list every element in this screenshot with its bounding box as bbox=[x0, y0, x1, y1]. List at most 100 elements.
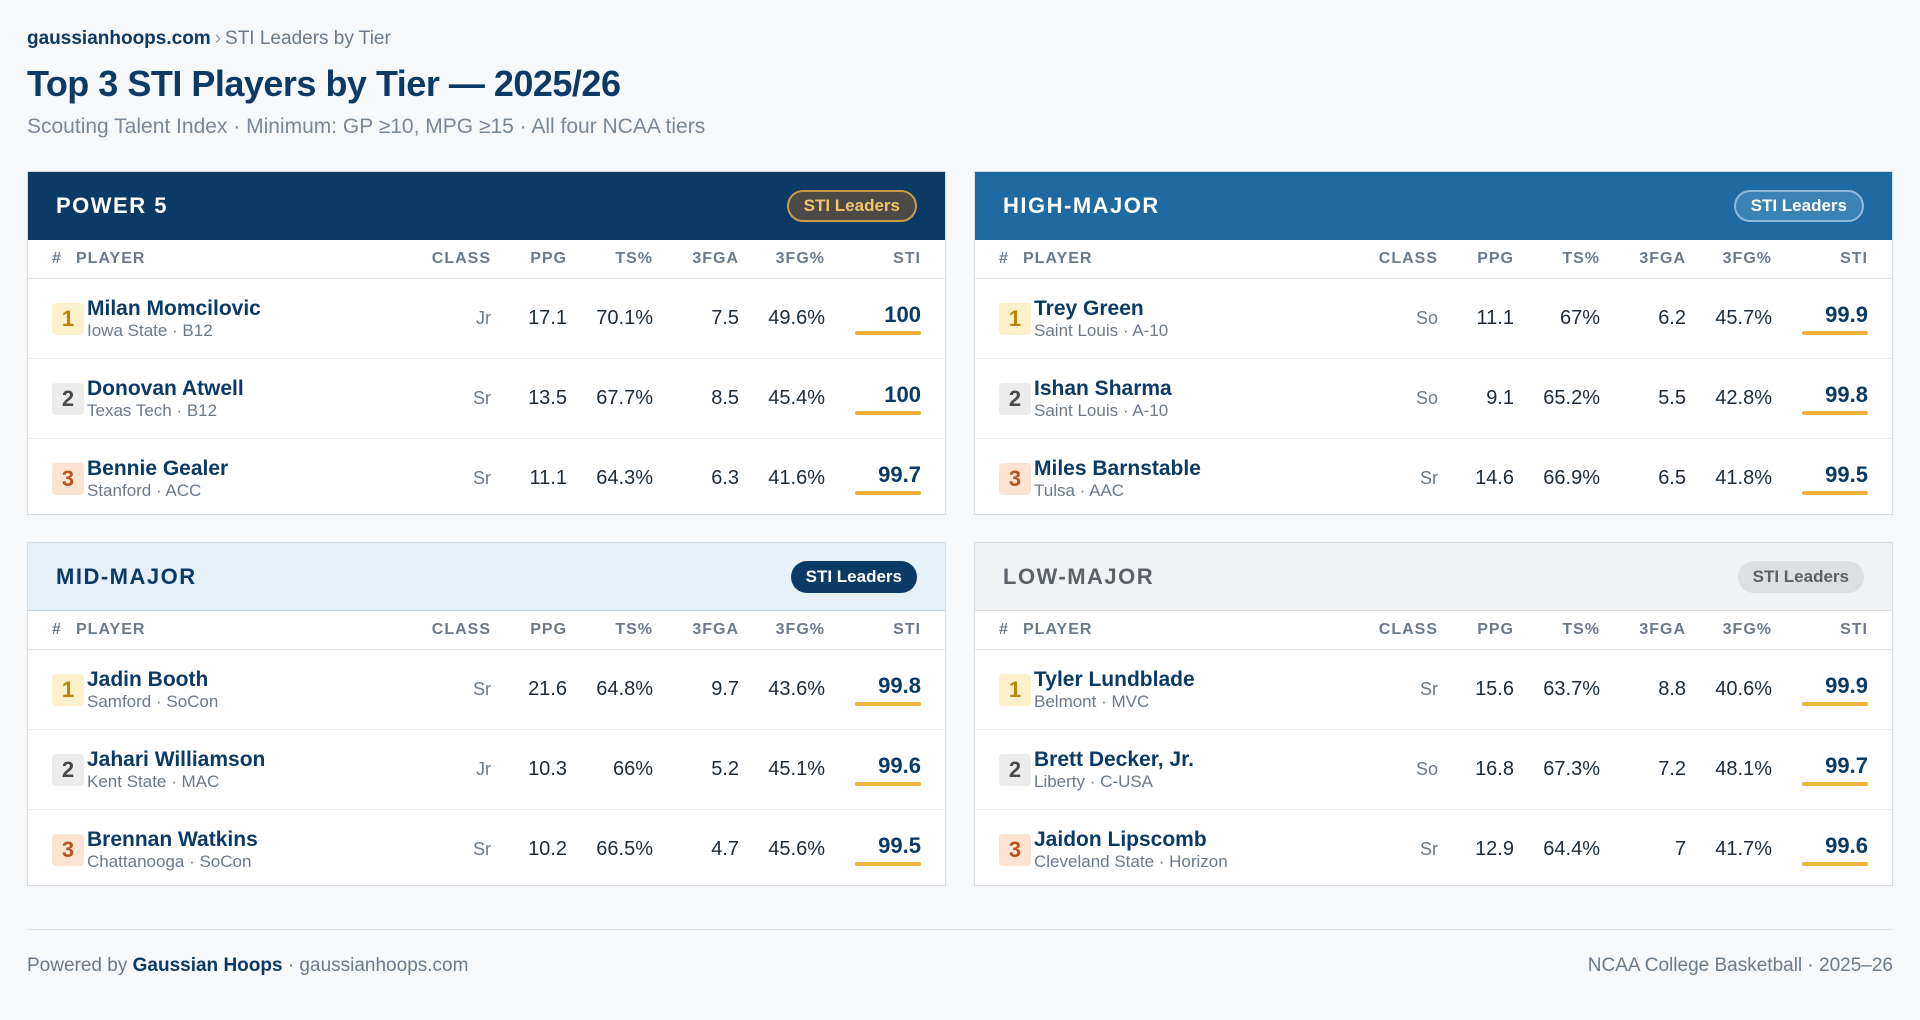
table-row[interactable]: 3 Brennan Watkins Chattanooga · SoCon Sr… bbox=[28, 810, 945, 889]
player-ppg: 11.1 bbox=[529, 467, 567, 489]
col-sti: STI bbox=[1840, 621, 1868, 638]
player-3fga: 5.2 bbox=[711, 758, 739, 780]
table-row[interactable]: 3 Jaidon Lipscomb Cleveland State · Hori… bbox=[975, 810, 1892, 889]
player-name-link[interactable]: Tyler Lundblade bbox=[1034, 667, 1195, 691]
footer-brand-link[interactable]: Gaussian Hoops bbox=[132, 955, 283, 976]
footer-site: · gaussianhoops.com bbox=[287, 955, 469, 976]
player-sti: 99.5 bbox=[1772, 461, 1868, 495]
sti-value: 99.5 bbox=[1825, 461, 1868, 487]
col-3fga: 3FGA bbox=[692, 250, 739, 267]
footer-powered-by: Powered by bbox=[27, 955, 128, 976]
table-row[interactable]: 1 Tyler Lundblade Belmont · MVC Sr 15.6 … bbox=[975, 650, 1892, 730]
sti-bar bbox=[855, 781, 921, 786]
player-sti: 99.8 bbox=[825, 672, 921, 706]
col-ts: TS% bbox=[615, 621, 653, 638]
player-cell: Jaidon Lipscomb Cleveland State · Horizo… bbox=[1023, 828, 1366, 872]
player-class: Sr bbox=[473, 468, 491, 488]
player-team: Samford · SoCon bbox=[87, 691, 219, 711]
col-ppg: PPG bbox=[530, 250, 567, 267]
player-class: So bbox=[1415, 308, 1438, 328]
player-ts: 66.9% bbox=[1543, 467, 1600, 489]
table-row[interactable]: 3 Bennie Gealer Stanford · ACC Sr 11.1 6… bbox=[28, 439, 945, 518]
sti-value: 99.8 bbox=[878, 672, 921, 698]
table-row[interactable]: 2 Ishan Sharma Saint Louis · A-10 So 9.1… bbox=[975, 359, 1892, 439]
sti-bar bbox=[1802, 330, 1868, 335]
player-name-link[interactable]: Brett Decker, Jr. bbox=[1034, 747, 1194, 771]
table-row[interactable]: 1 Milan Momcilovic Iowa State · B12 Jr 1… bbox=[28, 279, 945, 359]
player-name-link[interactable]: Jahari Williamson bbox=[87, 747, 266, 771]
player-name-link[interactable]: Bennie Gealer bbox=[87, 456, 229, 480]
sti-leaders-badge: STI Leaders bbox=[790, 560, 917, 593]
player-name-link[interactable]: Donovan Atwell bbox=[87, 376, 244, 400]
player-class: Sr bbox=[1420, 679, 1438, 699]
rank-badge: 3 bbox=[52, 462, 84, 495]
tier-grid: POWER 5 STI Leaders # PLAYER CLASS PPG T… bbox=[27, 171, 1893, 886]
sti-bar bbox=[1802, 410, 1868, 415]
player-team: Texas Tech · B12 bbox=[87, 400, 218, 420]
col-ts: TS% bbox=[1562, 621, 1600, 638]
footer-left: Powered by Gaussian Hoops · gaussianhoop… bbox=[27, 953, 468, 979]
player-name-link[interactable]: Brennan Watkins bbox=[87, 827, 258, 851]
col-3fga: 3FGA bbox=[1639, 621, 1686, 638]
player-class: Sr bbox=[1420, 468, 1438, 488]
col-rank: # bbox=[52, 621, 62, 638]
table-row[interactable]: 2 Brett Decker, Jr. Liberty · C-USA So 1… bbox=[975, 730, 1892, 810]
player-sti: 99.8 bbox=[1772, 382, 1868, 415]
player-ppg: 11.1 bbox=[1476, 307, 1514, 329]
player-name-link[interactable]: Milan Momcilovic bbox=[87, 296, 261, 320]
sti-value: 99.7 bbox=[1825, 752, 1868, 778]
table-row[interactable]: 2 Jahari Williamson Kent State · MAC Jr … bbox=[28, 730, 945, 810]
rank-badge: 1 bbox=[999, 673, 1031, 706]
player-3fga: 6.3 bbox=[711, 467, 739, 489]
table-header: # PLAYER CLASS PPG TS% 3FGA 3FG% STI bbox=[28, 240, 945, 279]
col-sti: STI bbox=[893, 250, 921, 267]
player-ts: 67.3% bbox=[1543, 758, 1600, 780]
player-ts: 65.2% bbox=[1543, 387, 1600, 409]
sti-bar bbox=[855, 861, 921, 866]
player-ppg: 16.8 bbox=[1475, 758, 1514, 780]
player-team: Saint Louis · A-10 bbox=[1034, 400, 1169, 420]
player-3fga: 7.2 bbox=[1658, 758, 1686, 780]
rank-badge: 3 bbox=[999, 833, 1031, 866]
table-row[interactable]: 2 Donovan Atwell Texas Tech · B12 Sr 13.… bbox=[28, 359, 945, 439]
table-row[interactable]: 3 Miles Barnstable Tulsa · AAC Sr 14.6 6… bbox=[975, 439, 1892, 518]
sti-value: 99.9 bbox=[1825, 672, 1868, 698]
table-row[interactable]: 1 Trey Green Saint Louis · A-10 So 11.1 … bbox=[975, 279, 1892, 359]
tier-name: HIGH-MAJOR bbox=[1003, 193, 1160, 218]
sti-bar bbox=[855, 701, 921, 706]
table-header: # PLAYER CLASS PPG TS% 3FGA 3FG% STI bbox=[975, 611, 1892, 650]
player-3fga: 8.5 bbox=[711, 387, 739, 409]
player-ppg: 10.3 bbox=[528, 758, 567, 780]
player-cell: Brennan Watkins Chattanooga · SoCon bbox=[76, 828, 419, 872]
rank-badge: 3 bbox=[52, 833, 84, 866]
player-name-link[interactable]: Ishan Sharma bbox=[1034, 376, 1172, 400]
player-name-link[interactable]: Jadin Booth bbox=[87, 667, 209, 691]
col-class: CLASS bbox=[1378, 250, 1438, 267]
col-player: PLAYER bbox=[76, 621, 146, 638]
player-name-link[interactable]: Trey Green bbox=[1034, 296, 1144, 320]
player-ts: 66% bbox=[612, 758, 653, 780]
player-team: Chattanooga · SoCon bbox=[87, 851, 252, 871]
player-team: Tulsa · AAC bbox=[1034, 480, 1125, 500]
table-row[interactable]: 1 Jadin Booth Samford · SoCon Sr 21.6 64… bbox=[28, 650, 945, 730]
player-sti: 99.9 bbox=[1772, 672, 1868, 706]
player-sti: 99.7 bbox=[825, 462, 921, 495]
player-ppg: 21.6 bbox=[528, 678, 567, 700]
sti-value: 99.6 bbox=[1825, 832, 1868, 858]
player-3fg: 41.7% bbox=[1715, 838, 1772, 860]
player-name-link[interactable]: Jaidon Lipscomb bbox=[1034, 827, 1207, 851]
player-ts: 67.7% bbox=[596, 387, 653, 409]
player-cell: Jahari Williamson Kent State · MAC bbox=[76, 748, 419, 792]
player-sti: 99.6 bbox=[825, 753, 921, 786]
sti-bar bbox=[1802, 781, 1868, 786]
player-3fga: 7.5 bbox=[711, 307, 739, 329]
player-name-link[interactable]: Miles Barnstable bbox=[1034, 456, 1201, 480]
player-cell: Donovan Atwell Texas Tech · B12 bbox=[76, 377, 419, 421]
breadcrumb-site-link[interactable]: gaussianhoops.com bbox=[27, 28, 211, 49]
player-3fg: 45.1% bbox=[768, 758, 825, 780]
sti-value: 99.5 bbox=[878, 832, 921, 858]
player-3fg: 42.8% bbox=[1715, 387, 1772, 409]
player-class: Sr bbox=[473, 679, 491, 699]
col-3fga: 3FGA bbox=[692, 621, 739, 638]
